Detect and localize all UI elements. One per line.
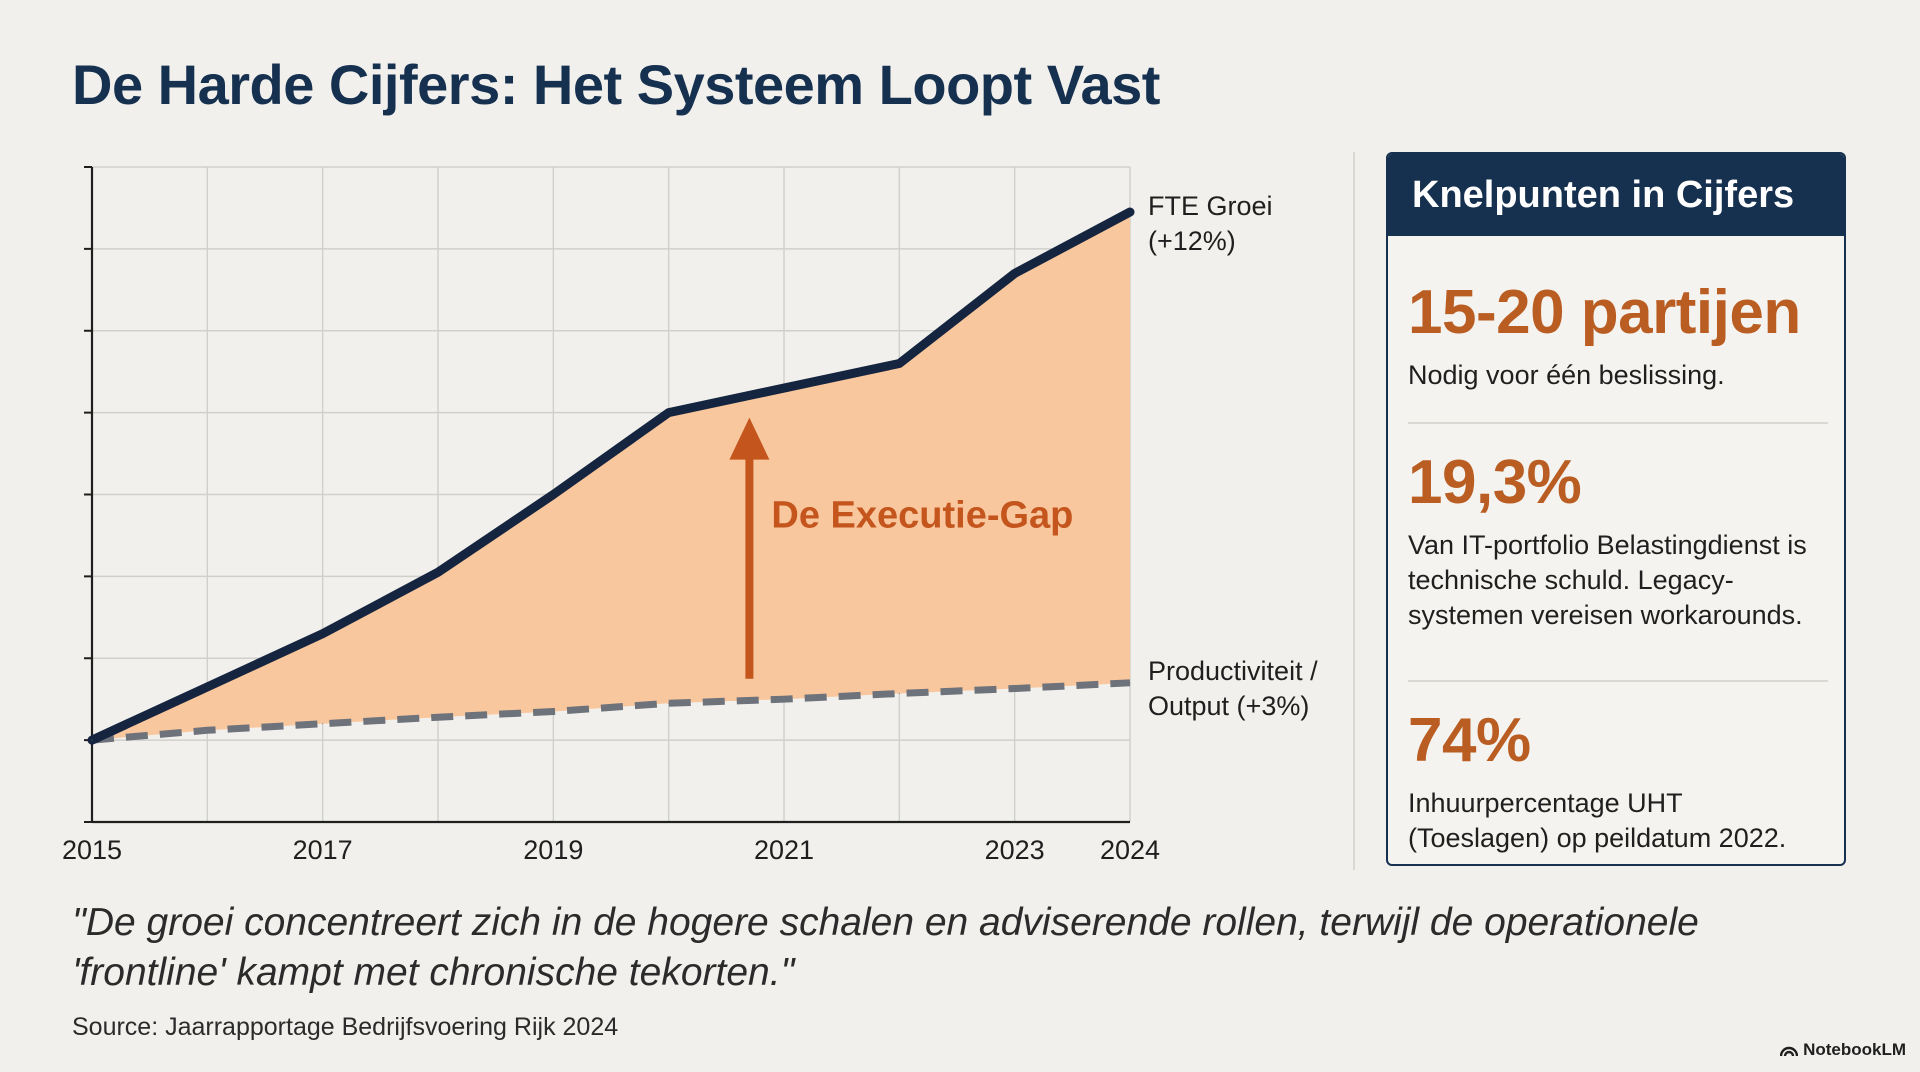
stat-description: Van IT-portfolio Belastingdienst is tech…	[1408, 530, 1807, 630]
x-tick-label: 2024	[1100, 835, 1160, 865]
data-point-productiviteit	[1014, 688, 1016, 690]
data-point-productiviteit	[668, 702, 670, 704]
x-tick-label: 2021	[754, 835, 814, 865]
data-point-fte-groei	[1129, 211, 1131, 213]
series-label-fte-groei-line: (+12%)	[1148, 226, 1236, 256]
stat-technische-schuld: 19,3% Van IT-portfolio Belastingdienst i…	[1408, 452, 1828, 633]
series-label-fte-groei: FTE Groei (+12%)	[1148, 191, 1273, 256]
series-label-productiviteit-output-line: Output (+3%)	[1148, 691, 1309, 721]
panel-header: Knelpunten in Cijfers	[1388, 154, 1844, 236]
data-point-productiviteit	[206, 729, 208, 731]
stat-partijen: 15-20 partijen Nodig voor één beslissing…	[1408, 282, 1828, 393]
stat-description: Nodig voor één beslissing.	[1408, 360, 1725, 390]
stat-divider	[1408, 680, 1828, 682]
data-point-productiviteit	[783, 698, 785, 700]
knelpunten-panel: Knelpunten in Cijfers 15-20 partijen Nod…	[1386, 152, 1846, 866]
x-tick-label: 2015	[62, 835, 122, 865]
data-point-productiviteit	[437, 716, 439, 718]
data-point-fte-groei	[322, 633, 324, 635]
series-line-productiviteit-output	[91, 679, 1131, 744]
data-point-fte-groei	[783, 387, 785, 389]
data-point-productiviteit	[552, 710, 554, 712]
gap-annotation-label: De Executie-Gap	[771, 494, 1073, 536]
data-point-fte-groei	[668, 412, 670, 414]
stat-value: 74%	[1408, 706, 1531, 775]
data-point-fte-groei	[206, 686, 208, 688]
gap-arrow-head-icon	[729, 417, 770, 460]
data-point-productiviteit	[91, 739, 93, 741]
data-point-productiviteit	[1129, 682, 1131, 684]
stat-value: 19,3%	[1408, 448, 1582, 517]
stat-divider	[1408, 422, 1828, 424]
fte-vs-output-chart: 2015 2017 2019 2021 2023 2024 De Executie-Gap…	[62, 166, 1318, 865]
quote-text: "De groei concentreert zich in de hogere…	[72, 901, 1699, 994]
data-point-fte-groei	[552, 494, 554, 495]
series-label-productiviteit-output-line: Productiviteit /	[1148, 656, 1318, 686]
x-tick-label: 2023	[985, 835, 1045, 865]
stat-value: 15-20 partijen	[1408, 278, 1801, 347]
x-tick-label: 2017	[293, 835, 353, 865]
brand-label: NotebookLM	[1803, 1040, 1906, 1059]
source-note: Source: Jaarrapportage Bedrijfsvoering R…	[72, 1013, 619, 1041]
x-tick-label: 2019	[523, 835, 583, 865]
data-point-productiviteit	[322, 723, 324, 725]
data-point-fte-groei	[898, 363, 900, 364]
series-label-fte-groei-line: FTE Groei	[1148, 191, 1273, 221]
gap-fill-area	[92, 212, 1130, 741]
stat-description: Inhuurpercentage UHT (Toeslagen) op peil…	[1408, 788, 1787, 853]
data-point-fte-groei	[437, 571, 439, 573]
data-point-productiviteit	[898, 692, 900, 694]
notebooklm-brand: NotebookLM	[1780, 1040, 1906, 1060]
data-point-fte-groei	[1014, 272, 1016, 274]
panel-divider	[1353, 152, 1355, 870]
series-label-productiviteit-output: Productiviteit / Output (+3%)	[1148, 656, 1318, 721]
stat-inhuurpercentage: 74% Inhuurpercentage UHT (Toeslagen) op …	[1408, 710, 1828, 856]
page-title: De Harde Cijfers: Het Systeem Loopt Vast	[72, 53, 1160, 116]
series-line-fte-groei	[87, 207, 1135, 745]
notebooklm-logo-icon	[1780, 1046, 1799, 1057]
